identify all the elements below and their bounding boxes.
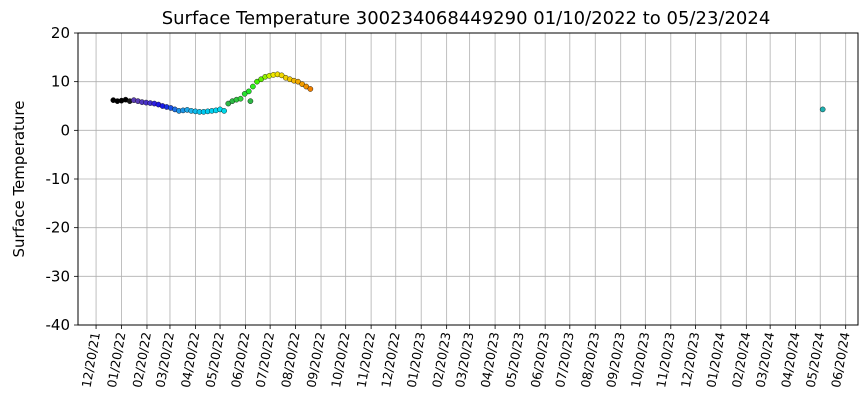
y-tick-label: -30 xyxy=(46,267,71,285)
data-point xyxy=(245,88,252,95)
y-tick-label: 20 xyxy=(51,24,70,42)
y-tick-label: -20 xyxy=(46,219,71,237)
data-point xyxy=(225,100,232,107)
data-point xyxy=(254,78,260,85)
data-point xyxy=(819,106,826,113)
data-point xyxy=(221,108,227,114)
data-point xyxy=(241,91,248,97)
y-axis-label: Surface Temperature xyxy=(10,101,28,258)
y-tick-label: 0 xyxy=(60,121,70,139)
data-point xyxy=(237,95,244,102)
data-point xyxy=(299,81,305,87)
chart-title: Surface Temperature 300234068449290 01/1… xyxy=(162,8,771,29)
data-point xyxy=(303,83,310,90)
data-point xyxy=(247,98,254,104)
y-tick-label: 10 xyxy=(51,73,70,91)
plot-frame xyxy=(77,32,859,326)
data-point xyxy=(250,83,256,90)
data-point xyxy=(278,72,285,79)
y-tick-label: -40 xyxy=(46,316,71,334)
y-tick-label: -10 xyxy=(46,170,71,188)
data-point xyxy=(258,76,264,83)
data-point xyxy=(295,78,301,85)
data-point xyxy=(307,86,314,92)
